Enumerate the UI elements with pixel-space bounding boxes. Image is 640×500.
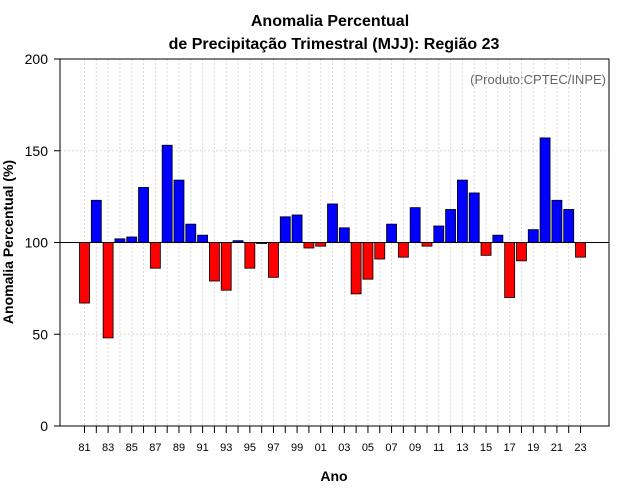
x-tick-label: 87 xyxy=(149,442,161,454)
x-tick-label: 99 xyxy=(291,442,303,454)
bar-16 xyxy=(492,234,504,243)
bar-04 xyxy=(350,242,362,295)
bar-06 xyxy=(374,242,386,260)
bar-87 xyxy=(149,242,161,269)
bar-97 xyxy=(268,242,279,278)
bar-86 xyxy=(138,187,149,243)
bar-17 xyxy=(504,242,516,298)
bar-98 xyxy=(279,216,291,243)
bar-83 xyxy=(102,242,114,339)
bar-82 xyxy=(90,199,102,243)
bar-14 xyxy=(468,192,480,243)
bar-01 xyxy=(315,242,327,247)
x-tick-label: 01 xyxy=(315,442,327,454)
y-tick-label: 0 xyxy=(40,418,48,434)
x-tick-label: 05 xyxy=(362,442,374,454)
bar-02 xyxy=(327,203,338,243)
x-tick-label: 03 xyxy=(338,442,350,454)
x-axis-label: Ano xyxy=(320,468,347,484)
bar-10 xyxy=(421,242,433,247)
x-tick-label: 11 xyxy=(433,442,444,454)
bar-18 xyxy=(516,242,527,262)
y-tick-label: 200 xyxy=(25,51,49,67)
bar-07 xyxy=(386,223,397,243)
bar-92 xyxy=(209,242,220,282)
x-tick-label: 95 xyxy=(244,442,256,454)
x-tick-label: 23 xyxy=(574,442,586,454)
bar-15 xyxy=(480,242,492,256)
bar-08 xyxy=(397,242,409,258)
bar-91 xyxy=(197,234,209,243)
x-axis: 81 83 85 87 89 91 93 95 97 99 01 03 05 07 09 11 13 15 17 19… xyxy=(78,426,587,454)
bar-85 xyxy=(126,236,138,243)
bar-90 xyxy=(185,223,197,243)
bar-11 xyxy=(433,225,445,243)
bar-93 xyxy=(220,242,232,291)
bar-03 xyxy=(338,227,350,243)
bar-09 xyxy=(409,207,421,243)
x-tick-label: 91 xyxy=(196,442,208,454)
bar-22 xyxy=(563,209,575,243)
x-tick-label: 83 xyxy=(102,442,114,454)
bars xyxy=(79,137,586,339)
x-tick-label: 15 xyxy=(480,442,492,454)
bar-13 xyxy=(457,179,468,243)
y-axis: 0 50 100 150 200 xyxy=(25,51,60,434)
bar-89 xyxy=(173,179,185,243)
y-tick-label: 100 xyxy=(25,235,49,251)
x-tick-label: 17 xyxy=(504,442,516,454)
bar-81 xyxy=(79,242,90,304)
x-tick-label: 85 xyxy=(126,442,138,454)
chart-title-line2: de Precipitação Trimestral (MJJ): Região… xyxy=(169,36,500,53)
x-tick-label: 93 xyxy=(220,442,232,454)
x-tick-label: 89 xyxy=(173,442,185,454)
credit-text: (Produto:CPTEC/INPE) xyxy=(470,72,606,87)
bar-21 xyxy=(551,199,563,243)
bar-88 xyxy=(161,144,173,243)
bar-84 xyxy=(114,238,126,243)
bar-00 xyxy=(303,242,315,249)
bar-20 xyxy=(539,137,551,243)
chart-title-line1: Anomalia Percentual xyxy=(251,13,409,30)
bar-95 xyxy=(244,242,256,269)
y-tick-label: 150 xyxy=(25,143,49,159)
y-tick-label: 50 xyxy=(32,326,48,342)
x-tick-label: 19 xyxy=(527,442,539,454)
x-tick-label: 07 xyxy=(385,442,397,454)
x-tick-label: 13 xyxy=(456,442,468,454)
bar-99 xyxy=(291,214,303,243)
x-tick-label: 81 xyxy=(78,442,90,454)
bar-19 xyxy=(527,229,539,243)
bar-05 xyxy=(362,242,374,280)
bar-23 xyxy=(575,242,586,258)
x-tick-label: 09 xyxy=(409,442,421,454)
y-axis-label: Anomalia Percentual (%) xyxy=(0,160,16,324)
bar-12 xyxy=(445,209,457,243)
x-tick-label: 97 xyxy=(267,442,279,454)
x-tick-label: 21 xyxy=(551,442,563,454)
